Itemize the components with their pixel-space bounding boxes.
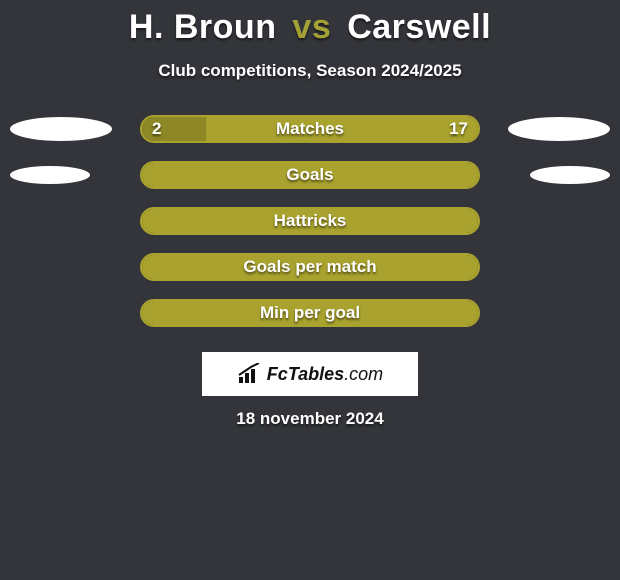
vs-separator: vs [292,8,331,46]
stat-value-left: 2 [142,117,171,141]
stat-bar: 217Matches [140,115,480,143]
logo-suffix: .com [344,364,383,384]
stat-value-right: 17 [439,117,478,141]
stat-row: Hattricks [0,207,620,235]
player2-name: Carswell [347,8,491,46]
stat-bar: Hattricks [140,207,480,235]
player2-badge [530,166,610,184]
player1-name: H. Broun [129,8,277,46]
stat-bar: Goals [140,161,480,189]
stat-bar: Min per goal [140,299,480,327]
subtitle: Club competitions, Season 2024/2025 [0,61,620,81]
logo-prefix: Fc [267,364,288,384]
logo-box: FcTables.com [202,352,418,396]
stat-row: Goals per match [0,253,620,281]
logo-main: Tables [288,364,344,384]
comparison-card: H. Broun vs Carswell Club competitions, … [0,0,620,580]
date-label: 18 november 2024 [0,409,620,429]
bar-fill-right [142,209,478,233]
stat-row: Goals [0,161,620,189]
stat-bar: Goals per match [140,253,480,281]
page-title: H. Broun vs Carswell [0,0,620,47]
logo: FcTables.com [237,363,383,385]
bar-fill-right [142,163,478,187]
stat-rows: 217MatchesGoalsHattricksGoals per matchM… [0,115,620,327]
player1-badge [10,166,90,184]
bar-fill-right [142,255,478,279]
bar-fill-right [206,117,478,141]
logo-text: FcTables.com [267,364,383,385]
chart-icon [237,363,263,385]
stat-row: 217Matches [0,115,620,143]
player2-badge [508,117,610,141]
stat-row: Min per goal [0,299,620,327]
bar-fill-right [142,301,478,325]
player1-badge [10,117,112,141]
